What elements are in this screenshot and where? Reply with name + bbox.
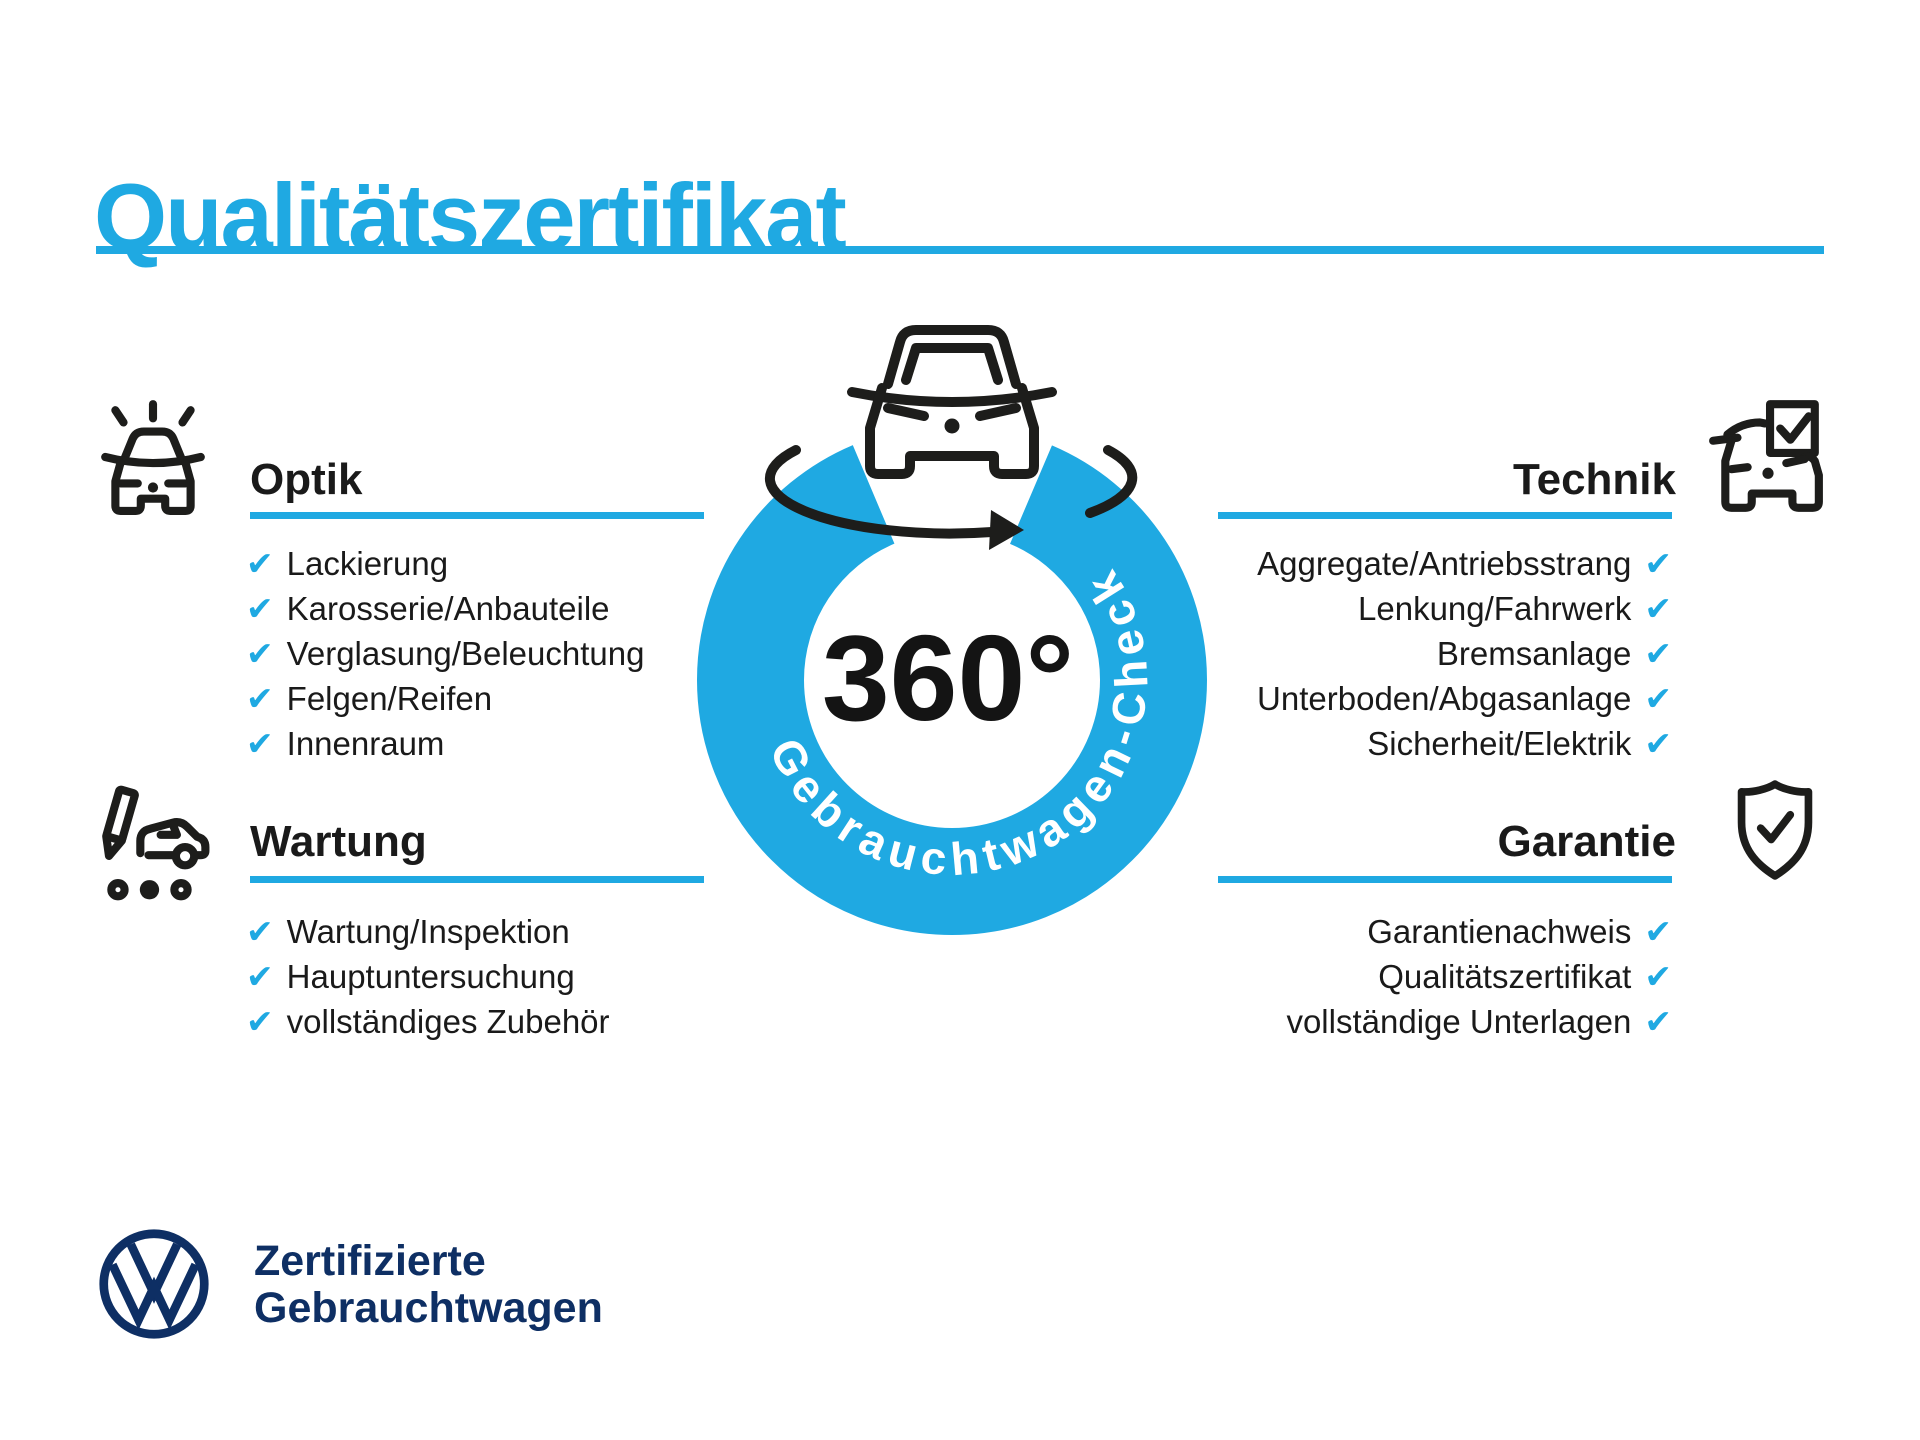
ring-donut bbox=[697, 425, 1207, 935]
section-title-garantie: Garantie bbox=[1497, 817, 1676, 866]
check-item-label: Lenkung/Fahrwerk bbox=[1358, 590, 1632, 627]
check-item: ✔ Innenraum bbox=[246, 721, 644, 766]
check-item: ✔ Lackierung bbox=[246, 541, 644, 586]
check-item-label: vollständige Unterlagen bbox=[1286, 1003, 1632, 1040]
rotating-car-icon bbox=[764, 325, 1138, 550]
wartung-checklist: ✔ Wartung/Inspektion ✔ Hauptuntersuchung ✔… bbox=[246, 909, 610, 1044]
check-item-label: Lackierung bbox=[286, 545, 449, 582]
check-item-label: Qualitätszertifikat bbox=[1378, 958, 1632, 995]
check-icon: ✔ bbox=[246, 724, 274, 763]
check-item: vollständige Unterlagen ✔ bbox=[1286, 999, 1672, 1044]
check-item: ✔ vollständiges Zubehör bbox=[246, 999, 610, 1044]
check-icon: ✔ bbox=[1644, 957, 1672, 996]
check-icon: ✔ bbox=[1644, 634, 1672, 673]
check-item-label: Innenraum bbox=[286, 725, 445, 762]
check-item-label: Sicherheit/Elektrik bbox=[1367, 725, 1632, 762]
brand-line-1: Zertifizierte bbox=[254, 1237, 486, 1285]
pencil-car-icon bbox=[102, 785, 210, 901]
check-icon: ✔ bbox=[1644, 544, 1672, 583]
check-item: ✔ Wartung/Inspektion bbox=[246, 909, 610, 954]
check-item: ✔ Verglasung/Beleuchtung bbox=[246, 631, 644, 676]
garantie-underline bbox=[1218, 876, 1672, 883]
title-divider-line bbox=[96, 246, 1824, 254]
check-item: Unterboden/Abgasanlage ✔ bbox=[1257, 676, 1672, 721]
check-icon: ✔ bbox=[246, 589, 274, 628]
car-checkbox-icon bbox=[1709, 400, 1823, 512]
page-title: Qualitätszertifikat bbox=[94, 163, 847, 269]
check-icon: ✔ bbox=[246, 634, 274, 673]
section-title-technik: Technik bbox=[1512, 455, 1676, 504]
check-item: ✔ Hauptuntersuchung bbox=[246, 954, 610, 999]
check-item-label: Felgen/Reifen bbox=[286, 680, 493, 717]
garantie-checklist: Garantienachweis ✔ Qualitätszertifikat ✔ v… bbox=[1286, 909, 1672, 1044]
360-check-badge: Gebrauchtwagen-Check 360° bbox=[697, 325, 1207, 935]
check-item: Sicherheit/Elektrik ✔ bbox=[1257, 721, 1672, 766]
check-icon: ✔ bbox=[1644, 912, 1672, 951]
shield-check-icon bbox=[1737, 780, 1813, 880]
brand-line-2: Gebrauchtwagen bbox=[254, 1284, 603, 1332]
vw-logo bbox=[99, 1229, 209, 1339]
check-item-label: Verglasung/Beleuchtung bbox=[286, 635, 645, 672]
check-item-label: Unterboden/Abgasanlage bbox=[1257, 680, 1632, 717]
check-item-label: Bremsanlage bbox=[1436, 635, 1632, 672]
section-title-wartung: Wartung bbox=[250, 817, 427, 866]
check-item: Bremsanlage ✔ bbox=[1257, 631, 1672, 676]
check-item: ✔ Felgen/Reifen bbox=[246, 676, 644, 721]
check-item-label: Aggregate/Antriebsstrang bbox=[1257, 545, 1632, 582]
check-icon: ✔ bbox=[1644, 679, 1672, 718]
check-icon: ✔ bbox=[246, 679, 274, 718]
check-icon: ✔ bbox=[1644, 724, 1672, 763]
check-item: Aggregate/Antriebsstrang ✔ bbox=[1257, 541, 1672, 586]
check-icon: ✔ bbox=[246, 544, 274, 583]
check-item-label: Karosserie/Anbauteile bbox=[286, 590, 610, 627]
check-item: Garantienachweis ✔ bbox=[1286, 909, 1672, 954]
check-item-label: Garantienachweis bbox=[1367, 913, 1632, 950]
check-item-label: Wartung/Inspektion bbox=[286, 913, 570, 950]
check-icon: ✔ bbox=[246, 912, 274, 951]
check-icon: ✔ bbox=[246, 1002, 274, 1041]
optik-underline bbox=[250, 512, 704, 519]
check-icon: ✔ bbox=[1644, 589, 1672, 628]
degree-label: 360° bbox=[822, 610, 1074, 746]
technik-checklist: Aggregate/Antriebsstrang ✔ Lenkung/Fahrwe… bbox=[1257, 541, 1672, 766]
technik-underline bbox=[1218, 512, 1672, 519]
check-item-label: Hauptuntersuchung bbox=[286, 958, 575, 995]
check-icon: ✔ bbox=[246, 957, 274, 996]
check-item-label: vollständiges Zubehör bbox=[286, 1003, 610, 1040]
wartung-underline bbox=[250, 876, 704, 883]
section-title-optik: Optik bbox=[250, 455, 363, 504]
check-item: ✔ Karosserie/Anbauteile bbox=[246, 586, 644, 631]
car-shine-icon bbox=[101, 400, 205, 515]
optik-checklist: ✔ Lackierung ✔ Karosserie/Anbauteile ✔ Verg… bbox=[246, 541, 644, 766]
brand-text: Zertifizierte Gebrauchtwagen bbox=[254, 1238, 603, 1332]
check-icon: ✔ bbox=[1644, 1002, 1672, 1041]
check-item: Qualitätszertifikat ✔ bbox=[1286, 954, 1672, 999]
check-item: Lenkung/Fahrwerk ✔ bbox=[1257, 586, 1672, 631]
